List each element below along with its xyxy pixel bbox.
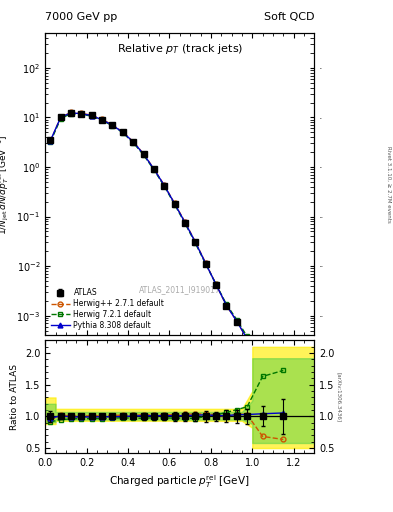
Herwig 7.2.1 default: [224, 301, 229, 307]
Herwig 7.2.1 default: [69, 111, 73, 117]
Pythia 8.308 default: [131, 139, 136, 145]
Herwig++ 2.7.1 default: [59, 114, 63, 120]
X-axis label: Charged particle $p_T^\mathrm{rel}$ [GeV]: Charged particle $p_T^\mathrm{rel}$ [GeV…: [110, 474, 250, 490]
Herwig++ 2.7.1 default: [79, 110, 84, 116]
Herwig 7.2.1 default: [260, 353, 265, 359]
Herwig 7.2.1 default: [183, 220, 187, 226]
Herwig++ 2.7.1 default: [214, 281, 219, 287]
Pythia 8.308 default: [245, 336, 250, 342]
Line: Pythia 8.308 default: Pythia 8.308 default: [48, 111, 286, 429]
Herwig 7.2.1 default: [141, 152, 146, 158]
Herwig++ 2.7.1 default: [152, 166, 156, 172]
Herwig 7.2.1 default: [121, 130, 125, 136]
Herwig++ 2.7.1 default: [260, 371, 265, 377]
Line: Herwig 7.2.1 default: Herwig 7.2.1 default: [48, 111, 286, 418]
Text: ATLAS_2011_I919017: ATLAS_2011_I919017: [139, 286, 221, 294]
Herwig++ 2.7.1 default: [110, 122, 115, 128]
Pythia 8.308 default: [183, 219, 187, 225]
Text: Soft QCD: Soft QCD: [264, 11, 314, 22]
Herwig 7.2.1 default: [281, 413, 286, 419]
Pythia 8.308 default: [79, 111, 84, 117]
Pythia 8.308 default: [90, 113, 94, 119]
Text: 7000 GeV pp: 7000 GeV pp: [45, 11, 118, 22]
Pythia 8.308 default: [172, 201, 177, 207]
Y-axis label: $1/N_\mathrm{jet}\,dN/dp_T^\mathrm{rel}$ [GeV$^{-1}$]: $1/N_\mathrm{jet}\,dN/dp_T^\mathrm{rel}$…: [0, 134, 11, 234]
Pythia 8.308 default: [193, 239, 198, 245]
Herwig++ 2.7.1 default: [100, 116, 105, 122]
Herwig 7.2.1 default: [162, 183, 167, 189]
Herwig 7.2.1 default: [193, 240, 198, 246]
Herwig++ 2.7.1 default: [183, 219, 187, 225]
Herwig 7.2.1 default: [48, 139, 53, 145]
Pythia 8.308 default: [152, 166, 156, 172]
Herwig++ 2.7.1 default: [203, 260, 208, 266]
Herwig 7.2.1 default: [59, 116, 63, 122]
Line: Herwig++ 2.7.1 default: Herwig++ 2.7.1 default: [48, 110, 286, 440]
Herwig++ 2.7.1 default: [69, 110, 73, 116]
Herwig++ 2.7.1 default: [162, 182, 167, 188]
Pythia 8.308 default: [100, 117, 105, 123]
Herwig 7.2.1 default: [110, 123, 115, 129]
Herwig 7.2.1 default: [172, 201, 177, 207]
Herwig++ 2.7.1 default: [141, 151, 146, 157]
Herwig 7.2.1 default: [214, 281, 219, 287]
Herwig++ 2.7.1 default: [90, 112, 94, 118]
Herwig++ 2.7.1 default: [121, 129, 125, 135]
Text: Rivet 3.1.10, ≥ 2.7M events: Rivet 3.1.10, ≥ 2.7M events: [386, 146, 391, 223]
Y-axis label: Ratio to ATLAS: Ratio to ATLAS: [10, 364, 19, 430]
Herwig 7.2.1 default: [100, 117, 105, 123]
Herwig 7.2.1 default: [79, 111, 84, 117]
Herwig++ 2.7.1 default: [48, 138, 53, 144]
Herwig 7.2.1 default: [131, 140, 136, 146]
Pythia 8.308 default: [281, 423, 286, 430]
Herwig 7.2.1 default: [152, 167, 156, 173]
Pythia 8.308 default: [121, 130, 125, 136]
Herwig 7.2.1 default: [90, 113, 94, 119]
Herwig++ 2.7.1 default: [172, 200, 177, 206]
Text: Relative $p_T$ (track jets): Relative $p_T$ (track jets): [117, 42, 243, 56]
Pythia 8.308 default: [224, 302, 229, 308]
Pythia 8.308 default: [59, 114, 63, 120]
Pythia 8.308 default: [141, 151, 146, 157]
Pythia 8.308 default: [203, 261, 208, 267]
Herwig++ 2.7.1 default: [281, 434, 286, 440]
Herwig++ 2.7.1 default: [193, 239, 198, 245]
Herwig 7.2.1 default: [245, 333, 250, 339]
Herwig 7.2.1 default: [234, 316, 239, 323]
Y-axis label: [arXiv:1306.3436]: [arXiv:1306.3436]: [336, 372, 342, 422]
Legend: ATLAS, Herwig++ 2.7.1 default, Herwig 7.2.1 default, Pythia 8.308 default: ATLAS, Herwig++ 2.7.1 default, Herwig 7.…: [49, 287, 166, 332]
Pythia 8.308 default: [234, 318, 239, 324]
Herwig++ 2.7.1 default: [224, 303, 229, 309]
Pythia 8.308 default: [214, 282, 219, 288]
Pythia 8.308 default: [162, 182, 167, 188]
Pythia 8.308 default: [110, 122, 115, 129]
Pythia 8.308 default: [260, 362, 265, 369]
Herwig++ 2.7.1 default: [234, 318, 239, 324]
Pythia 8.308 default: [69, 110, 73, 116]
Pythia 8.308 default: [48, 138, 53, 144]
Herwig 7.2.1 default: [203, 261, 208, 267]
Herwig++ 2.7.1 default: [131, 139, 136, 145]
Herwig++ 2.7.1 default: [245, 336, 250, 342]
